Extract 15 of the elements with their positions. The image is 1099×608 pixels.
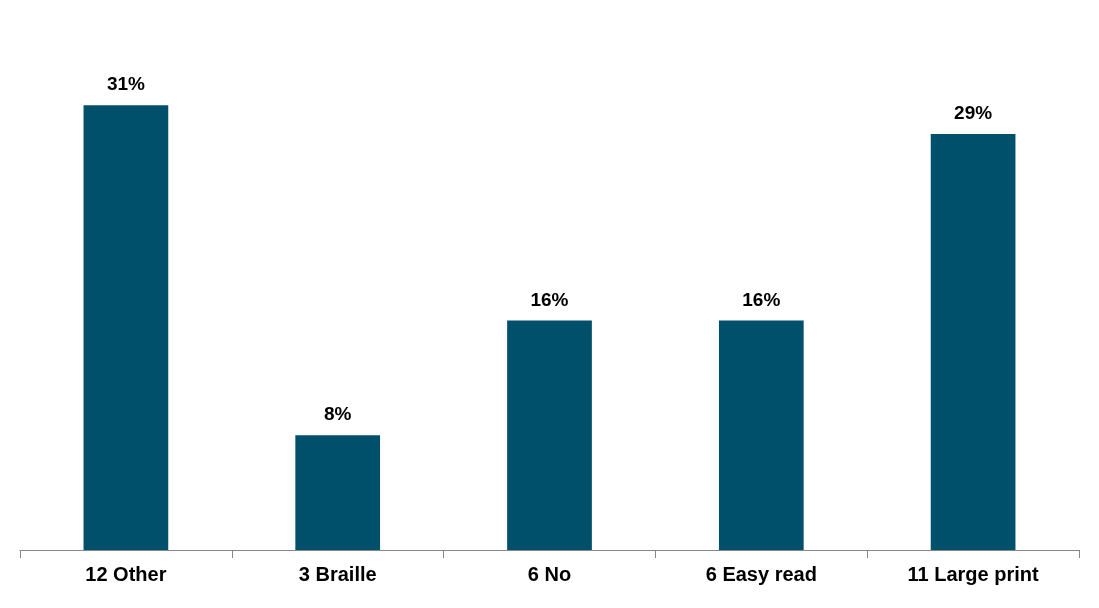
bar: [295, 435, 381, 550]
x-tick-label: 11 Large print: [907, 563, 1040, 585]
data-label: 8%: [323, 403, 352, 425]
bar: [718, 320, 804, 550]
bar: [507, 320, 592, 550]
data-label: 29%: [954, 102, 993, 124]
x-tick-label: 3 Braille: [298, 563, 377, 585]
x-tick-label: 12 Other: [85, 563, 167, 585]
bar: [930, 134, 1016, 550]
data-label: 31%: [106, 73, 146, 95]
x-tick-label: 6 Easy read: [705, 563, 817, 585]
bar: [83, 105, 169, 550]
data-label: 16%: [742, 288, 781, 310]
x-tick-label: 6 No: [527, 563, 572, 585]
data-label: 16%: [530, 288, 569, 310]
